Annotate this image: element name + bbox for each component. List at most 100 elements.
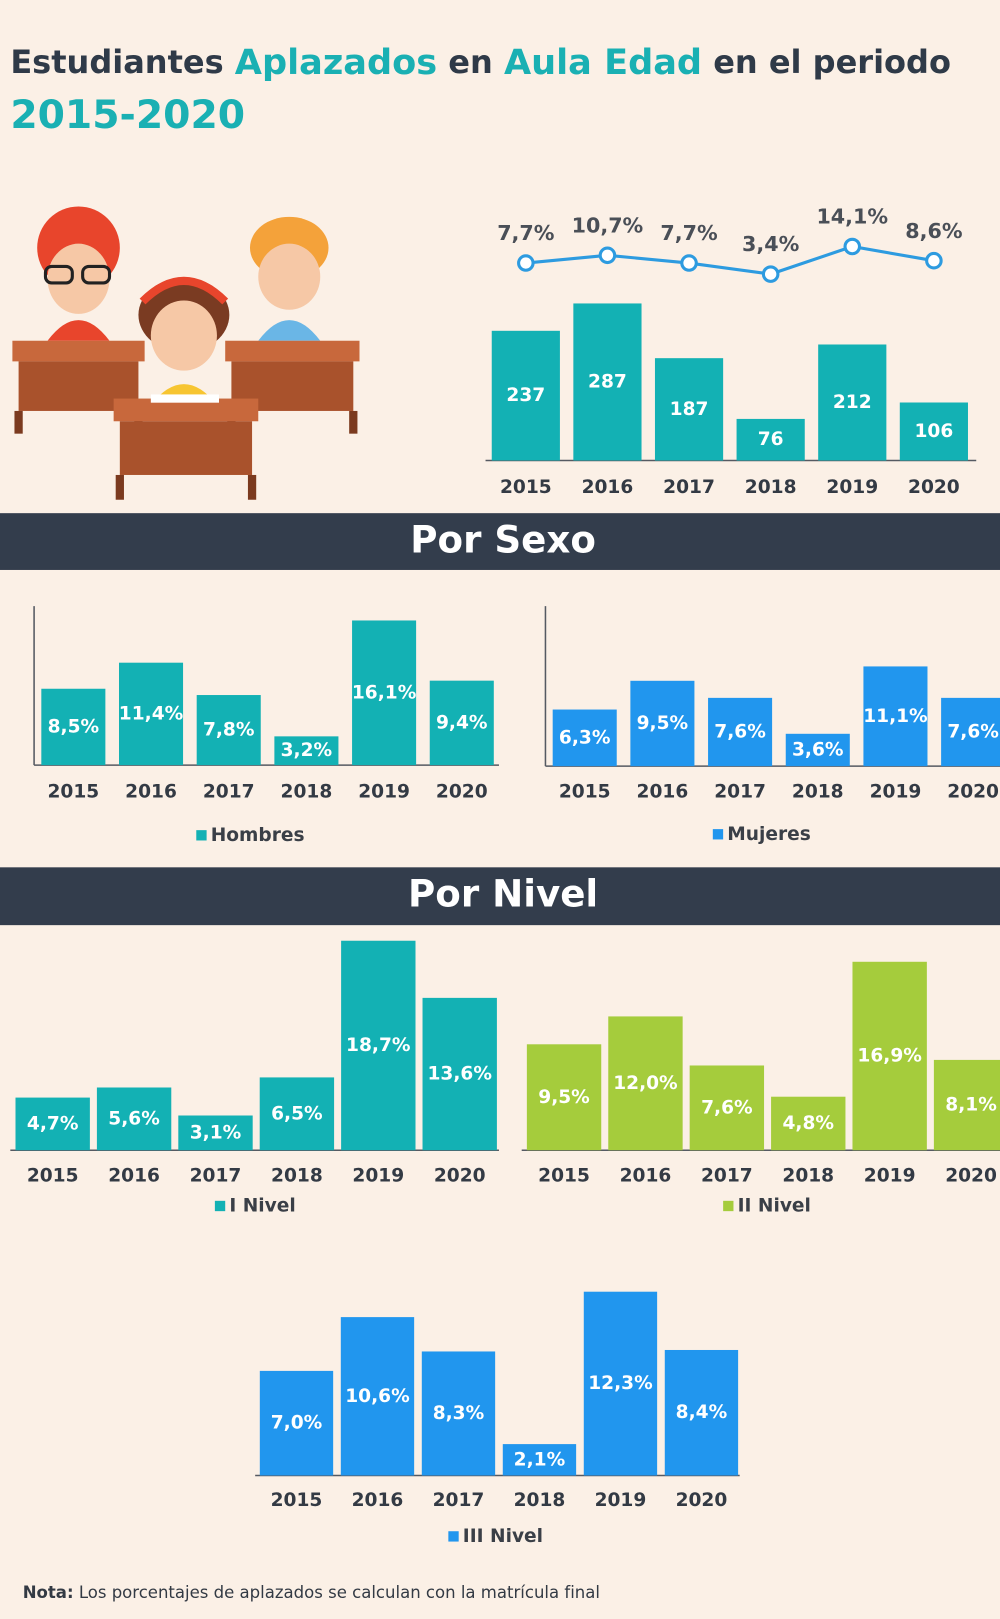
x-tick-label: 2015 xyxy=(271,1490,323,1511)
bar xyxy=(41,688,106,766)
bar-value-label: 8,3% xyxy=(433,1403,485,1424)
legend-label: II Nivel xyxy=(738,1195,811,1216)
bar xyxy=(933,1059,1000,1151)
bar xyxy=(15,1097,90,1151)
illustration xyxy=(12,206,360,500)
x-tick-label: 2018 xyxy=(271,1166,323,1187)
bar-value-label: 7,6% xyxy=(701,1097,753,1118)
legend-swatch xyxy=(712,829,724,840)
x-tick-label: 2019 xyxy=(826,477,878,498)
bar xyxy=(341,940,416,1151)
bar-value-label: 11,4% xyxy=(119,703,184,724)
line-value-label: 3,4% xyxy=(742,232,800,256)
desk-leg xyxy=(247,474,257,500)
bar-value-label: 6,3% xyxy=(559,727,611,748)
bar xyxy=(96,1087,172,1151)
x-tick-label: 2015 xyxy=(559,781,611,802)
bar-value-label: 6,5% xyxy=(271,1103,323,1124)
bar-value-label: 5,6% xyxy=(108,1108,160,1129)
bar-value-label: 7,6% xyxy=(947,722,999,743)
legend-swatch xyxy=(214,1200,226,1212)
bar-value-label: 9,4% xyxy=(436,712,488,733)
bar-value-label: 12,3% xyxy=(588,1373,653,1394)
bar-value-label: 237 xyxy=(506,385,545,406)
note-label: Nota: xyxy=(23,1583,74,1602)
bar xyxy=(654,358,724,461)
bar xyxy=(274,736,339,766)
subtitle: 2015-2020 xyxy=(10,93,245,138)
bar xyxy=(259,1370,334,1476)
x-tick-label: 2018 xyxy=(782,1166,834,1187)
bar xyxy=(491,330,560,461)
line-value-label: 14,1% xyxy=(816,205,888,229)
bar-value-label: 287 xyxy=(588,371,627,392)
shirt xyxy=(258,320,321,341)
bar xyxy=(196,695,261,766)
x-tick-label: 2020 xyxy=(908,477,960,498)
legend-label: Hombres xyxy=(211,825,305,846)
x-tick-label: 2019 xyxy=(352,1166,404,1187)
legend-swatch xyxy=(448,1531,459,1542)
bar-value-label: 3,6% xyxy=(792,739,844,760)
section-banner xyxy=(0,513,1000,570)
x-tick-label: 2016 xyxy=(620,1166,672,1187)
title: Estudiantes Aplazados en Aula Edad en el… xyxy=(10,42,951,83)
bar xyxy=(421,1351,496,1476)
x-tick-label: 2020 xyxy=(676,1490,728,1511)
bar-value-label: 4,7% xyxy=(27,1113,79,1134)
bar xyxy=(708,697,773,767)
bar xyxy=(771,1096,846,1151)
desk-leg xyxy=(115,474,124,500)
x-tick-label: 2019 xyxy=(595,1490,647,1511)
bar xyxy=(340,1317,415,1476)
line-value-label: 7,7% xyxy=(497,221,555,245)
bar-value-label: 12,0% xyxy=(613,1073,678,1094)
bar-value-label: 4,8% xyxy=(782,1113,834,1134)
bar xyxy=(664,1349,739,1476)
legend-swatch xyxy=(723,1200,734,1212)
legend-label: I Nivel xyxy=(229,1195,295,1216)
x-tick-label: 2015 xyxy=(500,477,552,498)
x-tick-label: 2019 xyxy=(358,781,410,802)
face xyxy=(258,243,321,310)
bar-value-label: 7,6% xyxy=(714,722,766,743)
x-tick-label: 2017 xyxy=(433,1490,485,1511)
bar xyxy=(899,402,968,461)
desk-top xyxy=(12,340,145,362)
bar-value-label: 9,5% xyxy=(637,713,689,734)
line-point xyxy=(598,246,617,265)
x-tick-label: 2016 xyxy=(108,1166,160,1187)
headband xyxy=(139,276,229,305)
x-tick-label: 2017 xyxy=(190,1166,242,1187)
x-tick-label: 2019 xyxy=(870,781,922,802)
bar xyxy=(863,666,928,767)
line-value-label: 7,7% xyxy=(660,221,718,245)
x-tick-label: 2016 xyxy=(352,1490,404,1511)
desk-leg xyxy=(14,410,23,434)
x-tick-label: 2018 xyxy=(514,1490,566,1511)
bar-value-label: 10,6% xyxy=(345,1386,410,1407)
face xyxy=(150,300,217,371)
title-part: en xyxy=(448,43,492,81)
bar-value-label: 16,9% xyxy=(857,1046,922,1067)
line-value-label: 8,6% xyxy=(905,219,963,243)
glasses xyxy=(43,264,74,285)
glasses xyxy=(81,264,112,285)
x-tick-label: 2015 xyxy=(47,781,99,802)
section-title: Por Sexo xyxy=(410,518,596,562)
bar-value-label: 3,1% xyxy=(190,1122,242,1143)
bar-value-label: 8,5% xyxy=(48,716,100,737)
x-tick-label: 2020 xyxy=(947,781,999,802)
bar-value-label: 16,1% xyxy=(352,682,417,703)
legend-swatch xyxy=(196,830,207,841)
x-tick-label: 2020 xyxy=(945,1166,997,1187)
x-tick-label: 2017 xyxy=(663,477,715,498)
bar xyxy=(630,680,695,767)
bar-value-label: 8,1% xyxy=(945,1095,997,1116)
line-point xyxy=(517,254,535,272)
title-part: Aplazados xyxy=(235,42,437,83)
x-tick-label: 2020 xyxy=(436,781,488,802)
